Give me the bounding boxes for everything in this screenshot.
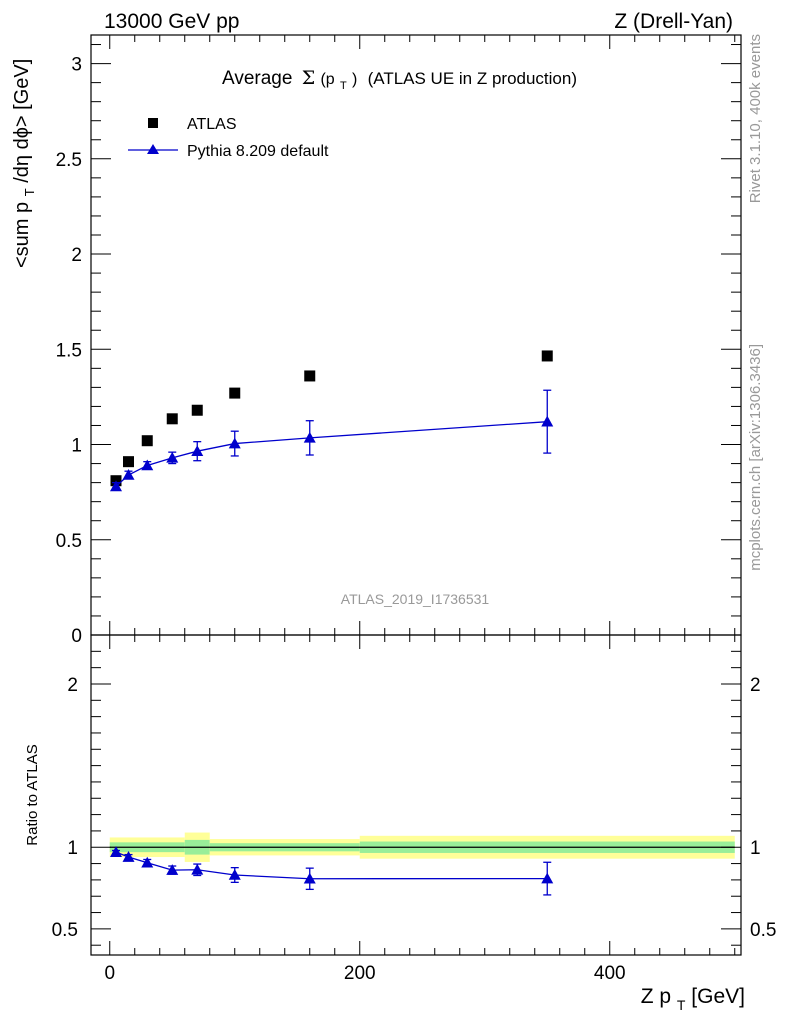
title-prefix: Average — [222, 68, 292, 89]
ratio-y-tick-label: 2 — [67, 675, 78, 696]
atlas-point — [123, 456, 134, 468]
ratio-pythia-point — [110, 846, 122, 857]
atlas-point — [191, 404, 203, 416]
ratio-pythia-point — [166, 864, 179, 875]
pythia-line — [115, 421, 548, 487]
ratio-y-tick-label-right: 2 — [750, 675, 761, 696]
pythia-point — [141, 459, 154, 471]
ratio-y-tick-label: 0.5 — [52, 920, 78, 941]
header-left: 13000 GeV pp — [104, 10, 239, 33]
legend-label-pythia: Pythia 8.209 default — [187, 143, 329, 160]
source-label: mcplots.cern.ch [arXiv:1306.3436] — [747, 344, 764, 571]
main-y-tick-label: 0.5 — [56, 531, 82, 552]
ratio-pythia-point — [191, 863, 204, 875]
ratio-pythia-point — [122, 851, 135, 862]
main-y-tick-label: 2.5 — [56, 150, 82, 171]
title-arg-close: ) — [352, 71, 357, 88]
main-y-axis-label: <sum p T /dη dϕ> [GeV] — [11, 59, 39, 268]
ratio-y-tick-label-right: 1 — [750, 838, 761, 859]
atlas-point — [541, 350, 553, 362]
title-suffix: (ATLAS UE in Z production) — [368, 69, 577, 88]
legend-label-atlas: ATLAS — [187, 116, 237, 133]
main-y-tick-label: 1.5 — [56, 340, 82, 361]
main-y-tick-label: 1 — [71, 436, 82, 457]
atlas-point — [141, 435, 153, 447]
header-right: Z (Drell-Yan) — [614, 10, 733, 33]
ratio-pythia-point — [303, 872, 316, 884]
atlas-point — [229, 387, 241, 399]
legend-marker-pythia — [147, 144, 159, 154]
title-sigma: Σ — [302, 67, 315, 89]
x-tick-label: 0 — [104, 963, 115, 984]
x-tick-label: 400 — [594, 963, 626, 984]
atlas-point — [166, 413, 178, 425]
pythia-point — [166, 451, 179, 463]
main-y-tick-label: 2 — [71, 245, 82, 266]
main-y-tick-label: 3 — [71, 55, 82, 76]
ratio-pythia-point — [141, 856, 154, 868]
ratio-pythia-point — [228, 869, 241, 880]
pythia-point — [191, 445, 204, 456]
pythia-point — [110, 480, 122, 492]
title-arg-sub: T — [340, 80, 347, 92]
pythia-point — [541, 415, 554, 427]
analysis-watermark: ATLAS_2019_I1736531 — [341, 591, 490, 607]
legend-marker-atlas — [148, 118, 158, 128]
atlas-point — [304, 370, 316, 382]
main-y-label-a: <sum p — [11, 202, 33, 268]
pythia-point — [228, 437, 241, 449]
title-arg: (p — [320, 71, 334, 88]
pythia-point — [122, 469, 135, 480]
x-tick-label: 200 — [344, 963, 376, 984]
ratio-y-tick-label: 1 — [67, 838, 78, 859]
main-plot-panel: 0 0.5 1 1.5 2 2.5 3 — [56, 34, 742, 647]
x-label-sub: T — [677, 997, 686, 1013]
rivet-label: Rivet 3.1.10, 400k events — [747, 34, 764, 203]
main-y-label-sub: T — [22, 188, 37, 196]
ratio-plot-panel: 0 200 400 0.5 0.5 1 1 2 2 — [52, 634, 776, 984]
ratio-y-tick-label-right: 0.5 — [750, 920, 776, 941]
ratio-y-axis-label: Ratio to ATLAS — [24, 744, 41, 845]
main-y-tick-label: 0 — [71, 626, 82, 647]
x-axis-label: Z p T [GeV] — [641, 985, 745, 1015]
main-title: Average Σ (p T ) (ATLAS UE in Z producti… — [222, 67, 577, 94]
legend: ATLAS Pythia 8.209 default — [128, 116, 329, 160]
main-y-label-b: /dη dϕ> [GeV] — [11, 59, 33, 183]
ratio-plot-frame — [90, 634, 742, 956]
pythia-point — [303, 431, 316, 443]
ratio-pythia-point — [541, 872, 554, 884]
x-label-a: Z p — [641, 985, 671, 1008]
x-label-b: [GeV] — [691, 985, 745, 1008]
